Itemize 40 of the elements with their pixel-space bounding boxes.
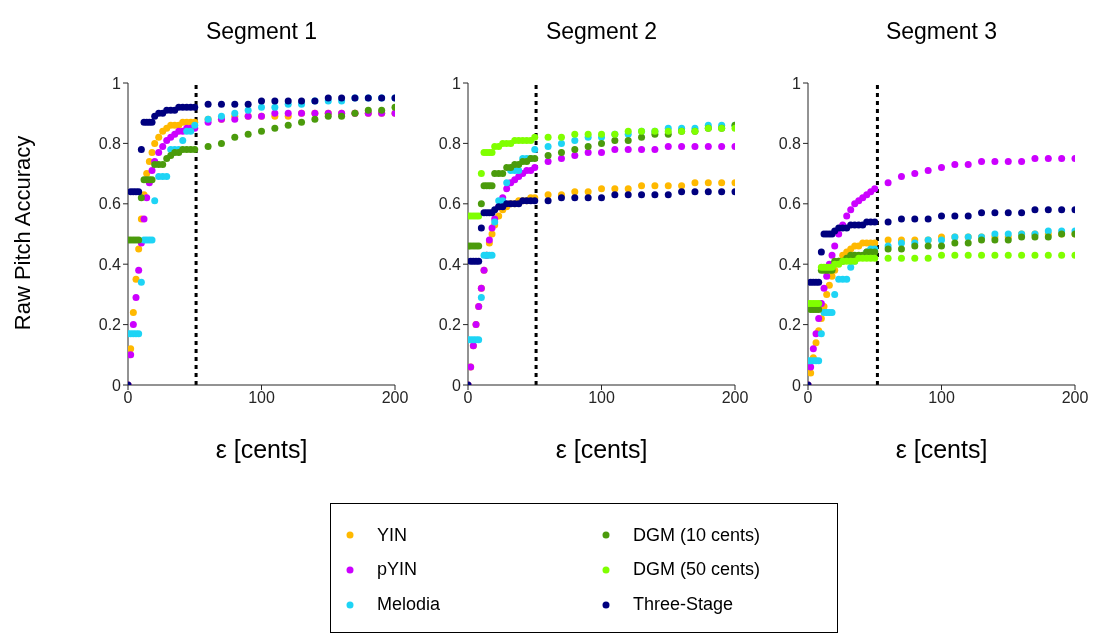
chart-title: Segment 3	[884, 18, 999, 45]
legend-label: DGM (10 cents)	[633, 524, 761, 546]
y-tick-label: 0.8	[438, 135, 462, 153]
chart-title: Segment 2	[544, 18, 659, 45]
legend-label: DGM (50 cents)	[633, 559, 761, 581]
x-tick-label: 100	[588, 389, 615, 407]
x-tick-label: 0	[123, 389, 133, 407]
x-tick-label: 100	[248, 389, 275, 407]
legend-label: YIN	[377, 524, 408, 546]
y-tick-label: 0	[112, 376, 122, 394]
x-axis-title: ε [cents]	[214, 435, 309, 464]
y-tick-label: 1	[792, 74, 802, 92]
y-tick-label: 0.4	[98, 255, 122, 273]
x-axis-title: ε [cents]	[554, 435, 649, 464]
y-tick-label: 1	[112, 74, 122, 92]
y-tick-label: 1	[452, 74, 462, 92]
y-tick-label: 0.6	[778, 195, 802, 213]
x-tick-label: 200	[381, 389, 409, 407]
y-tick-label: 0	[792, 376, 802, 394]
x-tick-label: 100	[928, 389, 955, 407]
x-tick-label: 0	[463, 389, 473, 407]
y-tick-label: 0.8	[98, 135, 122, 153]
y-tick-label: 0.4	[778, 255, 802, 273]
legend-label: Three-Stage	[633, 594, 734, 616]
legend-label: Melodia	[377, 594, 441, 616]
y-tick-label: 0.2	[438, 316, 462, 334]
y-tick-label: 0.6	[98, 195, 122, 213]
x-tick-label: 200	[721, 389, 749, 407]
x-tick-label: 200	[1061, 389, 1089, 407]
y-axis-title: Raw Pitch Accuracy	[10, 135, 36, 331]
x-axis-title: ε [cents]	[894, 435, 989, 464]
y-tick-label: 0.2	[778, 316, 802, 334]
y-tick-label: 0.2	[98, 316, 122, 334]
y-tick-label: 0	[452, 376, 462, 394]
y-tick-label: 0.8	[778, 135, 802, 153]
chart-title: Segment 1	[204, 18, 319, 45]
y-tick-label: 0.4	[438, 255, 462, 273]
legend-label: pYIN	[377, 559, 418, 581]
y-tick-label: 0.6	[438, 195, 462, 213]
x-tick-label: 0	[803, 389, 813, 407]
